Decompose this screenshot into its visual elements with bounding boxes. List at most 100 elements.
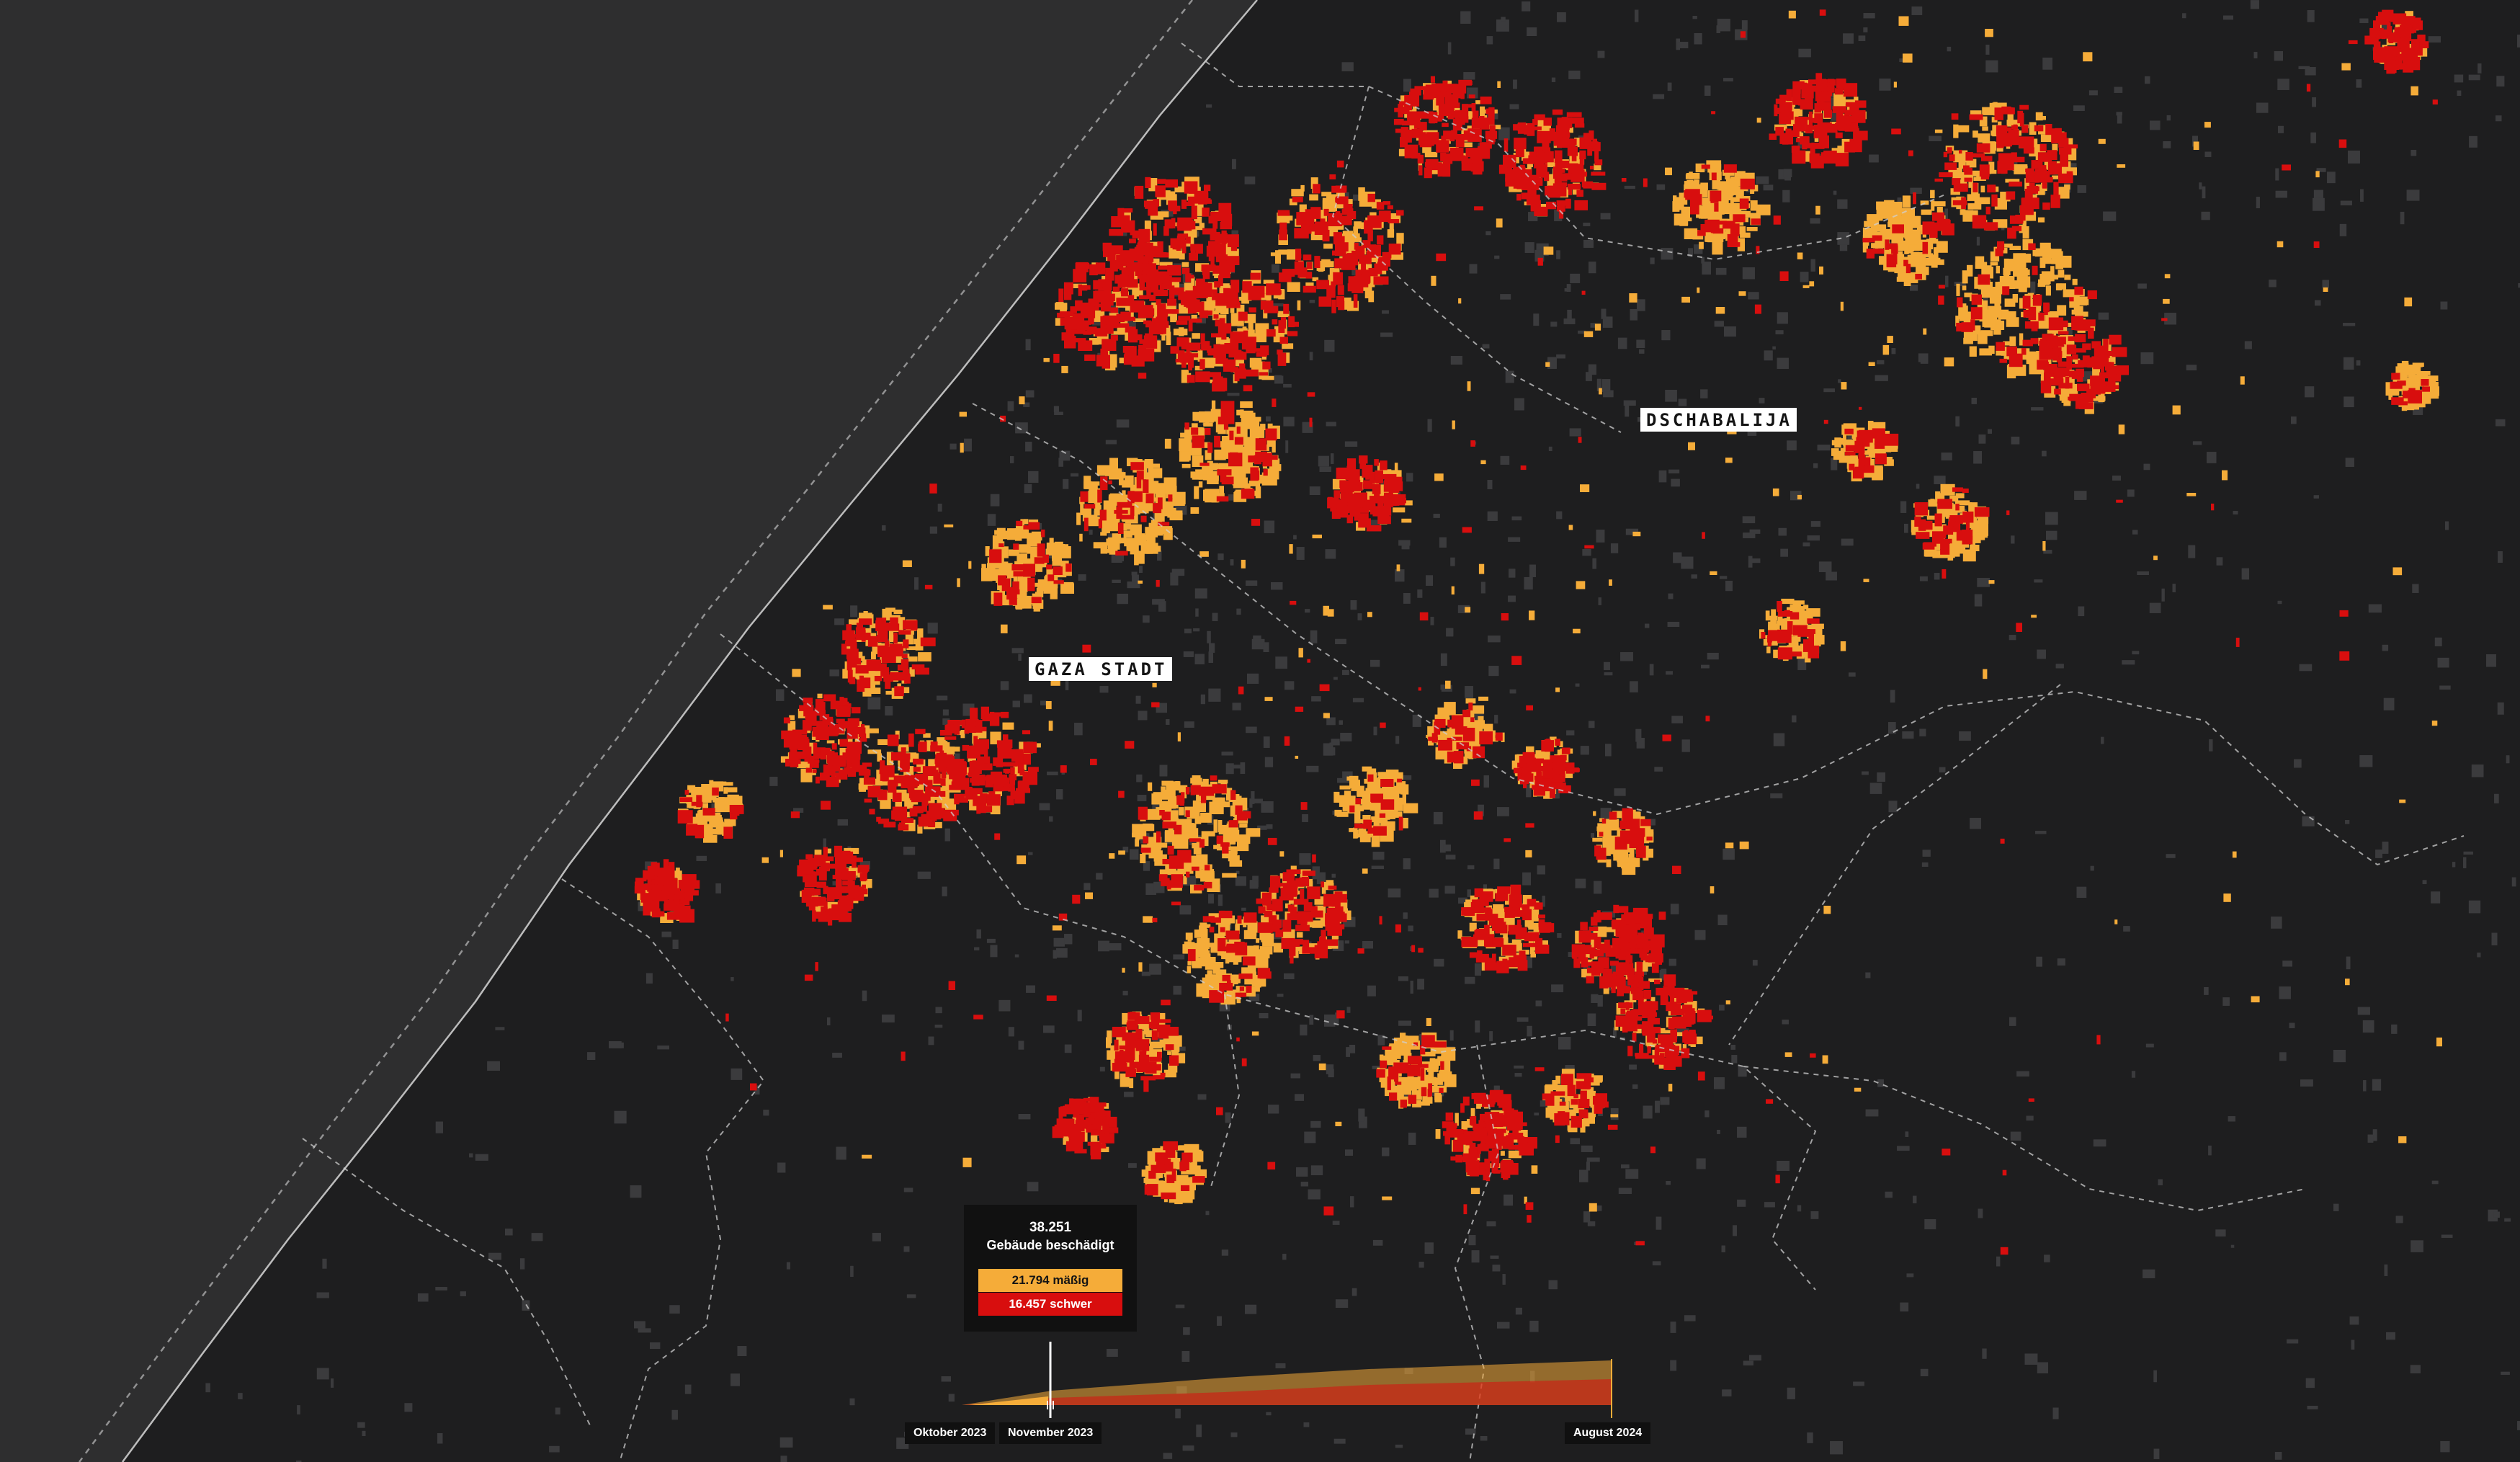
building	[2440, 1441, 2450, 1453]
damaged-building-moderate	[1106, 538, 1117, 546]
building	[2153, 1448, 2160, 1459]
damaged-building-moderate	[1513, 153, 1519, 164]
building	[1007, 401, 1014, 411]
building	[906, 1294, 916, 1298]
damaged-building-moderate	[1368, 290, 1375, 303]
damaged-building-moderate	[1291, 189, 1304, 197]
damaged-building-moderate	[2012, 294, 2019, 303]
damaged-building-moderate	[2034, 248, 2049, 257]
building	[1054, 411, 1063, 415]
damaged-building-moderate	[1903, 272, 1911, 286]
building	[942, 709, 949, 716]
damaged-building-moderate	[906, 646, 916, 651]
damaged-building-moderate	[1612, 811, 1627, 819]
damaged-building-moderate	[960, 730, 965, 739]
building	[2410, 150, 2417, 156]
damaged-building-moderate	[1247, 963, 1256, 977]
damaged-building-moderate	[2039, 274, 2055, 282]
building	[1978, 434, 1986, 444]
building	[1308, 1189, 1321, 1200]
building	[1660, 1097, 1670, 1105]
building	[2122, 660, 2135, 665]
building	[1345, 1149, 1353, 1156]
building	[1309, 1015, 1314, 1025]
building	[1319, 466, 1331, 472]
building	[1830, 1441, 1843, 1455]
damaged-building-moderate	[1931, 201, 1946, 207]
building	[793, 808, 804, 813]
building	[2340, 200, 2352, 205]
building	[1563, 318, 1576, 324]
building	[1974, 594, 1983, 607]
building	[2278, 125, 2284, 133]
building	[1127, 581, 1140, 589]
building	[1833, 190, 1837, 195]
damaged-building-moderate	[2006, 317, 2019, 327]
building	[1313, 1055, 1321, 1061]
damaged-building-moderate	[1100, 546, 1108, 554]
damaged-building-moderate	[1201, 301, 1217, 308]
building	[1877, 772, 1885, 782]
building	[1058, 458, 1063, 467]
building	[1567, 309, 1572, 321]
building	[505, 1229, 513, 1236]
damaged-building-moderate	[1476, 1103, 1481, 1109]
damaged-building-moderate	[913, 638, 921, 645]
building	[1089, 530, 1093, 535]
damaged-building-moderate	[1288, 934, 1295, 940]
damaged-building-moderate	[1730, 187, 1741, 195]
building	[948, 1394, 955, 1402]
building	[2011, 437, 2020, 445]
building	[1747, 430, 1757, 436]
building	[1426, 575, 1433, 586]
building	[1467, 865, 1475, 870]
building	[587, 1052, 596, 1060]
damaged-building-moderate	[1215, 984, 1221, 989]
damaged-building-moderate	[1910, 272, 1918, 283]
damaged-building-moderate	[1106, 1037, 1112, 1048]
building	[1530, 1370, 1535, 1383]
damaged-building-moderate	[1981, 267, 1987, 279]
damaged-building-moderate	[1287, 282, 1300, 292]
building	[2223, 15, 2233, 20]
building	[1196, 1425, 1202, 1438]
building	[1500, 455, 1510, 465]
building	[1257, 825, 1267, 830]
damaged-building-moderate	[1300, 184, 1305, 192]
damaged-building-moderate	[1679, 200, 1684, 205]
damaged-building-moderate	[1581, 968, 1593, 978]
building	[645, 973, 653, 984]
damaged-building-moderate	[1207, 357, 1219, 365]
damaged-building-moderate	[1228, 855, 1240, 862]
damaged-building-moderate	[2041, 116, 2046, 120]
building	[1323, 743, 1333, 756]
damaged-building-moderate	[2004, 280, 2016, 289]
damaged-building-moderate	[1282, 343, 1294, 349]
building	[730, 977, 734, 981]
building	[2410, 1240, 2423, 1252]
building	[1879, 79, 1891, 91]
damaged-building-moderate	[1187, 935, 1192, 942]
building	[2440, 301, 2448, 310]
building	[730, 1068, 743, 1080]
damaged-building-moderate	[1199, 442, 1211, 448]
damaged-building-moderate	[1989, 169, 1997, 174]
damaged-building-moderate	[1696, 209, 1709, 218]
building	[1244, 176, 1256, 184]
damaged-building-moderate	[2005, 179, 2020, 183]
damaged-building-moderate	[1183, 875, 1187, 885]
damaged-building-moderate	[1179, 250, 1185, 260]
building	[1447, 42, 1452, 55]
damaged-building-moderate	[1353, 237, 1362, 242]
damaged-building-moderate	[987, 563, 996, 569]
building	[2431, 1180, 2439, 1185]
building	[1205, 1211, 1210, 1216]
building	[1056, 789, 1063, 800]
building	[1340, 733, 1352, 741]
building	[435, 1287, 447, 1291]
damaged-building-moderate	[1168, 798, 1177, 806]
damaged-building-moderate	[1132, 824, 1144, 837]
building	[1810, 218, 1820, 224]
